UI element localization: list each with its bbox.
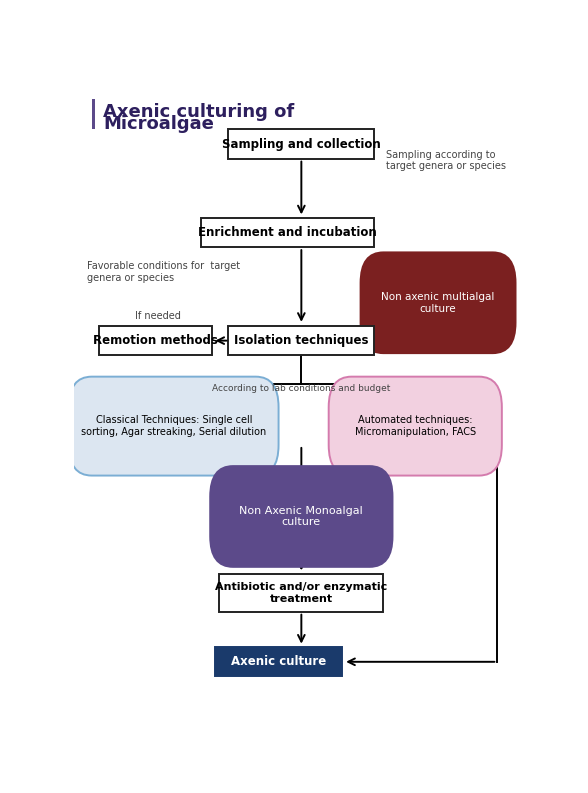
FancyBboxPatch shape bbox=[99, 326, 212, 355]
Text: If needed: If needed bbox=[135, 311, 181, 321]
Text: Non Axenic Monoalgal
culture: Non Axenic Monoalgal culture bbox=[239, 506, 363, 527]
FancyBboxPatch shape bbox=[215, 647, 342, 676]
FancyBboxPatch shape bbox=[360, 252, 516, 353]
Text: Remotion methods: Remotion methods bbox=[93, 334, 218, 347]
FancyBboxPatch shape bbox=[201, 218, 374, 247]
Text: Isolation techniques: Isolation techniques bbox=[234, 334, 369, 347]
Text: Favorable conditions for  target
genera or species: Favorable conditions for target genera o… bbox=[87, 262, 240, 283]
FancyBboxPatch shape bbox=[69, 377, 279, 476]
Text: Antibiotic and/or enzymatic
treatment: Antibiotic and/or enzymatic treatment bbox=[215, 582, 387, 603]
Text: Automated techniques:
Micromanipulation, FACS: Automated techniques: Micromanipulation,… bbox=[355, 416, 476, 437]
FancyBboxPatch shape bbox=[92, 99, 95, 128]
Text: Sampling and collection: Sampling and collection bbox=[222, 137, 380, 151]
Text: Microalgae: Microalgae bbox=[103, 115, 214, 133]
FancyBboxPatch shape bbox=[329, 377, 502, 476]
Text: According to lab conditions and budget: According to lab conditions and budget bbox=[212, 384, 390, 393]
Text: Axenic culture: Axenic culture bbox=[231, 655, 326, 668]
FancyBboxPatch shape bbox=[219, 574, 383, 611]
Text: Axenic culturing of: Axenic culturing of bbox=[103, 103, 295, 121]
Text: Sampling according to
target genera or species: Sampling according to target genera or s… bbox=[386, 150, 506, 171]
Text: Enrichment and incubation: Enrichment and incubation bbox=[198, 226, 377, 239]
Text: Classical Techniques: Single cell
sorting, Agar streaking, Serial dilution: Classical Techniques: Single cell sortin… bbox=[81, 416, 266, 437]
FancyBboxPatch shape bbox=[228, 129, 374, 159]
Text: Non axenic multialgal
culture: Non axenic multialgal culture bbox=[382, 292, 495, 313]
FancyBboxPatch shape bbox=[211, 466, 393, 567]
FancyBboxPatch shape bbox=[228, 326, 374, 355]
